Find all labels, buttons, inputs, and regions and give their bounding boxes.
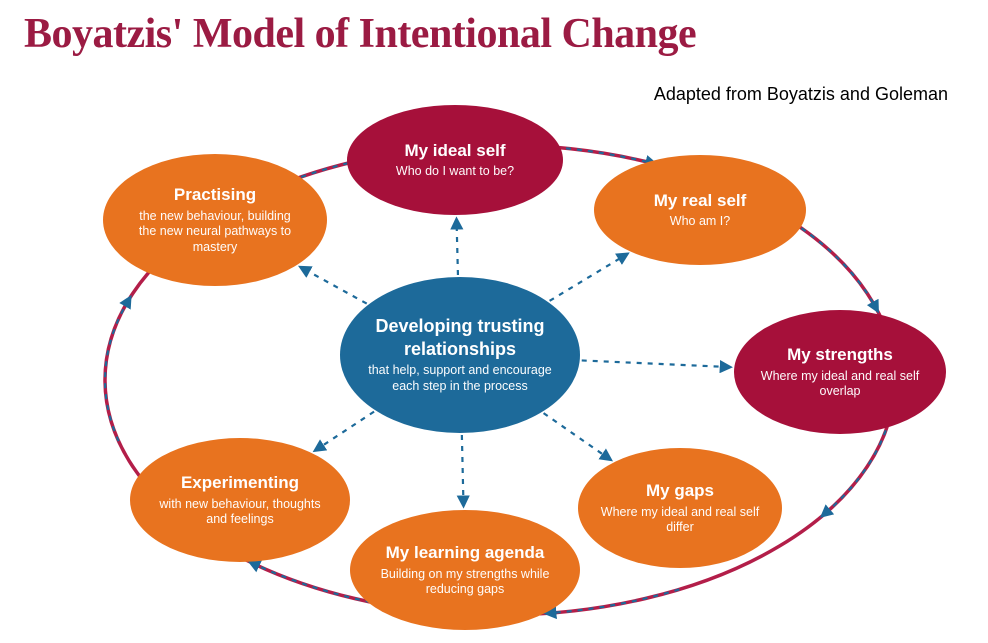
node-title: My ideal self <box>404 140 505 161</box>
node-subtitle: Building on my strengths while reducing … <box>380 567 550 598</box>
node-gaps: My gaps Where my ideal and real self diff… <box>578 448 782 568</box>
node-practising: Practising the new behaviour, building th… <box>103 154 327 286</box>
node-title: My strengths <box>787 344 893 365</box>
intentional-change-diagram: Developing trusting relationshipsthat he… <box>60 100 940 640</box>
node-title: My gaps <box>646 480 714 501</box>
node-experimenting: Experimenting with new behaviour, thought… <box>130 438 350 562</box>
node-title: My learning agenda <box>386 542 545 563</box>
node-subtitle: the new behaviour, building the new neur… <box>130 209 300 256</box>
node-ideal-self: My ideal self Who do I want to be? <box>347 105 563 215</box>
node-title: Practising <box>174 184 256 205</box>
node-title: Experimenting <box>181 472 299 493</box>
node-subtitle: with new behaviour, thoughts and feeling… <box>155 497 325 528</box>
node-strengths: My strengths Where my ideal and real self… <box>734 310 946 434</box>
node-learning: My learning agenda Building on my strengt… <box>350 510 580 630</box>
node-title: My real self <box>654 190 747 211</box>
node-subtitle: Who do I want to be? <box>396 164 514 180</box>
node-subtitle: Who am I? <box>670 214 730 230</box>
node-subtitle: Where my ideal and real self overlap <box>755 369 925 400</box>
node-subtitle: that help, support and encourage each st… <box>365 363 555 394</box>
node-real-self: My real self Who am I? <box>594 155 806 265</box>
page-title: Boyatzis' Model of Intentional Change <box>24 10 696 58</box>
center-node: Developing trusting relationshipsthat he… <box>340 277 580 433</box>
node-subtitle: Where my ideal and real self differ <box>595 505 765 536</box>
node-title: Developing trusting relationships <box>354 315 566 360</box>
